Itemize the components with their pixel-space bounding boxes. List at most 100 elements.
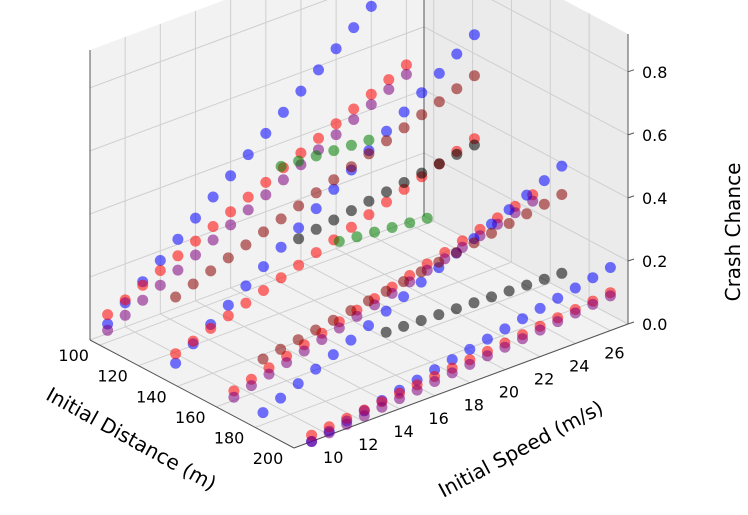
scatter-point [154, 279, 166, 291]
scatter-point [258, 261, 269, 273]
scatter-point [604, 290, 616, 302]
scatter-point [398, 320, 410, 332]
scatter-point [365, 88, 377, 100]
scatter-point [292, 334, 304, 346]
scatter-point [383, 83, 395, 95]
scatter-point [310, 150, 322, 162]
scatter-point [521, 279, 533, 291]
scatter-point [365, 0, 377, 12]
scatter-point [363, 195, 375, 207]
scatter-point [310, 223, 322, 235]
x-tick-label: 160 [175, 408, 206, 427]
scatter-point [330, 118, 342, 130]
x-axis-label: Initial Distance (m) [42, 382, 220, 495]
scatter-point [464, 358, 476, 370]
scatter-point [556, 189, 568, 200]
scatter-point [222, 310, 234, 322]
scatter-point [258, 226, 269, 238]
scatter-point [348, 103, 360, 115]
z-tick-label: 0.6 [642, 126, 667, 145]
scatter-point [260, 127, 272, 139]
y-tick-label: 12 [358, 435, 378, 454]
scatter-point [398, 276, 410, 288]
scatter-point [275, 160, 287, 172]
scatter-point [172, 264, 184, 276]
scatter-point [313, 132, 324, 144]
scatter-point [386, 222, 398, 233]
scatter-point [327, 349, 339, 361]
y-tick-label: 18 [464, 396, 484, 415]
scatter-point [228, 391, 240, 403]
scatter-point [450, 247, 462, 259]
scatter-point [240, 297, 252, 309]
scatter-point [416, 109, 428, 121]
scatter-point [102, 309, 114, 321]
scatter-point [499, 323, 511, 335]
scatter-point [293, 200, 305, 212]
y-tick-label: 24 [569, 357, 589, 376]
scatter-point [503, 204, 515, 216]
scatter-point [369, 226, 380, 238]
scatter-point [345, 161, 357, 173]
scatter-point [277, 106, 289, 118]
z-tick-label: 0.0 [642, 315, 667, 334]
scatter-point [521, 208, 533, 220]
scatter-point [486, 218, 497, 230]
scatter-point [451, 48, 463, 60]
scatter-point [260, 189, 272, 201]
scatter-point [306, 436, 318, 447]
scatter-point [398, 291, 410, 303]
scatter-point [363, 134, 375, 146]
scatter-point [292, 378, 304, 390]
scatter-point [323, 427, 335, 439]
scatter-point [225, 219, 237, 231]
scatter-point [517, 333, 528, 345]
scatter-point [328, 183, 340, 195]
scatter-point [415, 315, 427, 326]
scatter-point [398, 177, 410, 188]
scatter-point [394, 393, 405, 405]
scatter-point [363, 320, 374, 332]
scatter-point [468, 139, 480, 151]
scatter-point [556, 267, 568, 279]
scatter-point [464, 343, 476, 355]
scatter-point [310, 203, 322, 215]
scatter-point [245, 380, 257, 392]
scatter-point [293, 155, 305, 167]
scatter-point [411, 384, 423, 396]
scatter-point [328, 214, 340, 226]
scatter-point [365, 99, 377, 110]
scatter-point [468, 29, 480, 41]
scatter-point [433, 256, 445, 268]
scatter-point [341, 418, 353, 430]
scatter-point [295, 85, 307, 97]
scatter-point [207, 221, 219, 232]
scatter-point [260, 176, 272, 188]
scatter-point [381, 186, 392, 198]
scatter-point [190, 212, 201, 224]
scatter-point [330, 129, 342, 141]
scatter-point [348, 114, 360, 125]
scatter-point [363, 148, 375, 160]
scatter-point [225, 170, 237, 182]
scatter-point [333, 322, 345, 334]
scatter-points [102, 0, 616, 447]
scatter-point [345, 305, 357, 317]
scatter-point [376, 401, 388, 413]
scatter-point [481, 350, 493, 362]
scatter-point [503, 218, 515, 229]
scatter-point [327, 314, 339, 326]
scatter-point [154, 265, 166, 276]
scatter-point [190, 235, 201, 247]
scatter-point [503, 285, 515, 297]
scatter-point [293, 222, 305, 234]
scatter-point [429, 376, 441, 387]
scatter-point [275, 272, 287, 284]
z-tick-label: 0.2 [642, 252, 667, 271]
scatter-point [381, 135, 392, 147]
scatter-point [351, 231, 363, 243]
scatter-point [421, 212, 433, 224]
scatter-point [205, 265, 217, 277]
scatter-point [102, 324, 114, 336]
